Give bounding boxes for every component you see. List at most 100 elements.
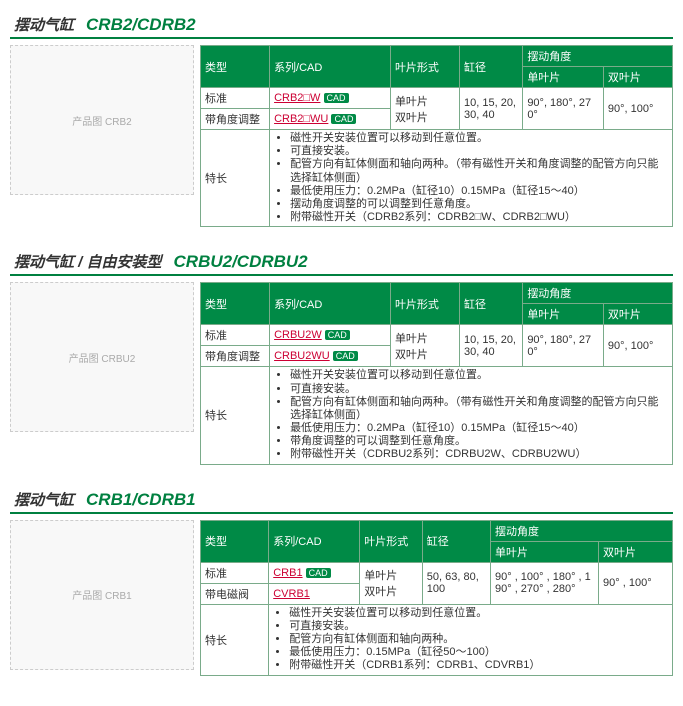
series-link[interactable]: CRBU2W — [274, 329, 322, 341]
column-header: 缸径 — [460, 46, 523, 88]
feature-item: 磁性开关安装位置可以移动到任意位置。 — [290, 369, 668, 382]
type-cell: 标准 — [201, 88, 270, 109]
feature-item: 配管方向有缸体侧面和轴向两种。（带有磁性开关和角度调整的配管方向只能选择缸体侧面… — [290, 396, 668, 422]
series-cell: CRB2□W CAD — [270, 88, 391, 109]
spec-table: 类型系列/CAD叶片形式缸径摆动角度单叶片双叶片标准CRB1 CAD单叶片 双叶… — [200, 520, 673, 676]
single-vane-angle-cell: 90°, 180°, 270° — [523, 88, 604, 130]
column-header: 系列/CAD — [270, 46, 391, 88]
product-section: 摆动气缸 / 自由安装型 CRBU2/CDRBU2 产品图 CRBU2类型系列/CA… — [10, 247, 673, 464]
feature-item: 最低使用压力：0.15MPa（缸径50～100） — [289, 646, 668, 659]
section-model: CRB2/CDRB2 — [86, 15, 196, 34]
series-cell: CRBU2W CAD — [270, 325, 391, 346]
series-link[interactable]: CRB2□WU — [274, 113, 328, 125]
feature-item: 配管方向有缸体侧面和轴向两种。（带有磁性开关和角度调整的配管方向只能选择缸体侧面… — [290, 158, 668, 184]
column-header: 系列/CAD — [269, 520, 360, 562]
type-cell: 带角度调整 — [201, 346, 270, 367]
cad-badge[interactable]: CAD — [333, 351, 358, 361]
column-header: 缸径 — [422, 520, 490, 562]
product-image: 产品图 CRB2 — [10, 45, 194, 195]
section-model: CRB1/CDRB1 — [86, 490, 196, 509]
spec-table: 类型系列/CAD叶片形式缸径摆动角度单叶片双叶片标准CRB2□W CAD单叶片 … — [200, 45, 673, 227]
type-cell: 标准 — [201, 325, 270, 346]
double-vane-angle-cell: 90°, 100° — [603, 325, 672, 367]
feature-item: 可直接安装。 — [290, 145, 668, 158]
product-section: 摆动气缸CRB2/CDRB2产品图 CRB2类型系列/CAD叶片形式缸径摆动角度… — [10, 10, 673, 227]
cad-badge[interactable]: CAD — [331, 114, 356, 124]
series-link[interactable]: CVRB1 — [273, 588, 310, 600]
series-cell: CRB1 CAD — [269, 562, 360, 583]
feature-item: 磁性开关安装位置可以移动到任意位置。 — [289, 607, 668, 620]
cad-badge[interactable]: CAD — [325, 330, 350, 340]
spec-table: 类型系列/CAD叶片形式缸径摆动角度单叶片双叶片标准CRBU2W CAD单叶片 … — [200, 282, 673, 464]
type-cell: 带角度调整 — [201, 109, 270, 130]
column-header: 类型 — [201, 283, 270, 325]
column-header: 摆动角度 — [491, 520, 673, 541]
series-cell: CRB2□WU CAD — [270, 109, 391, 130]
cad-badge[interactable]: CAD — [324, 93, 349, 103]
column-subheader: 双叶片 — [603, 304, 672, 325]
series-cell: CVRB1 — [269, 583, 360, 604]
feature-item: 可直接安装。 — [289, 620, 668, 633]
column-header: 叶片形式 — [390, 46, 459, 88]
column-header: 摆动角度 — [523, 283, 673, 304]
bore-cell: 10, 15, 20, 30, 40 — [460, 325, 523, 367]
section-title: 摆动气缸 CRB2/CDRB2 — [10, 10, 673, 39]
feature-cell: 磁性开关安装位置可以移动到任意位置。可直接安装。配管方向有缸体侧面和轴向两种。最… — [269, 604, 673, 675]
section-title: 摆动气缸 CRB1/CDRB1 — [10, 485, 673, 514]
spec-row: 标准CRB1 CAD单叶片 双叶片50, 63, 80, 10090° , 10… — [201, 562, 673, 583]
feature-item: 附带磁性开关（CDRB1系列：CDRB1、CDVRB1） — [289, 659, 668, 672]
feature-cell: 磁性开关安装位置可以移动到任意位置。可直接安装。配管方向有缸体侧面和轴向两种。（… — [270, 130, 673, 227]
spec-row: 标准CRBU2W CAD单叶片 双叶片10, 15, 20, 30, 4090°… — [201, 325, 673, 346]
section-category: 摆动气缸 — [14, 492, 74, 509]
bore-cell: 10, 15, 20, 30, 40 — [460, 88, 523, 130]
feature-cell: 磁性开关安装位置可以移动到任意位置。可直接安装。配管方向有缸体侧面和轴向两种。（… — [270, 367, 673, 464]
feature-item: 配管方向有缸体侧面和轴向两种。 — [289, 633, 668, 646]
vane-cell: 单叶片 双叶片 — [360, 562, 423, 604]
column-header: 类型 — [201, 520, 269, 562]
section-model: CRBU2/CDRBU2 — [174, 252, 308, 271]
feature-item: 最低使用压力：0.2MPa（缸径10）0.15MPa（缸径15～40） — [290, 185, 668, 198]
section-category: 摆动气缸 / 自由安装型 — [14, 254, 162, 271]
vane-cell: 单叶片 双叶片 — [390, 88, 459, 130]
type-cell: 标准 — [201, 562, 269, 583]
spec-row: 标准CRB2□W CAD单叶片 双叶片10, 15, 20, 30, 4090°… — [201, 88, 673, 109]
double-vane-angle-cell: 90°, 100° — [603, 88, 672, 130]
series-cell: CRBU2WU CAD — [270, 346, 391, 367]
column-subheader: 单叶片 — [523, 67, 604, 88]
product-image: 产品图 CRB1 — [10, 520, 194, 670]
single-vane-angle-cell: 90° , 100° , 180° , 190° , 270° , 280° — [491, 562, 599, 604]
column-header: 缸径 — [460, 283, 523, 325]
column-subheader: 单叶片 — [491, 541, 599, 562]
feature-item: 磁性开关安装位置可以移动到任意位置。 — [290, 132, 668, 145]
double-vane-angle-cell: 90° , 100° — [599, 562, 673, 604]
column-header: 摆动角度 — [523, 46, 673, 67]
product-image: 产品图 CRBU2 — [10, 282, 194, 432]
feature-label-cell: 特长 — [201, 604, 269, 675]
column-subheader: 双叶片 — [603, 67, 672, 88]
column-header: 类型 — [201, 46, 270, 88]
feature-item: 附带磁性开关（CDRBU2系列：CDRBU2W、CDRBU2WU） — [290, 448, 668, 461]
section-category: 摆动气缸 — [14, 17, 74, 34]
bore-cell: 50, 63, 80, 100 — [422, 562, 490, 604]
feature-item: 附带磁性开关（CDRB2系列：CDRB2□W、CDRB2□WU） — [290, 211, 668, 224]
column-subheader: 单叶片 — [523, 304, 604, 325]
column-header: 叶片形式 — [360, 520, 423, 562]
type-cell: 带电磁阀 — [201, 583, 269, 604]
column-header: 叶片形式 — [390, 283, 459, 325]
feature-label-cell: 特长 — [201, 130, 270, 227]
series-link[interactable]: CRBU2WU — [274, 350, 330, 362]
single-vane-angle-cell: 90°, 180°, 270° — [523, 325, 604, 367]
column-header: 系列/CAD — [270, 283, 391, 325]
section-title: 摆动气缸 / 自由安装型 CRBU2/CDRBU2 — [10, 247, 673, 276]
column-subheader: 双叶片 — [599, 541, 673, 562]
feature-item: 最低使用压力：0.2MPa（缸径10）0.15MPa（缸径15～40） — [290, 422, 668, 435]
series-link[interactable]: CRB1 — [273, 567, 302, 579]
feature-label-cell: 特长 — [201, 367, 270, 464]
feature-item: 摆动角度调整的可以调整到任意角度。 — [290, 198, 668, 211]
series-link[interactable]: CRB2□W — [274, 92, 320, 104]
vane-cell: 单叶片 双叶片 — [390, 325, 459, 367]
feature-item: 带角度调整的可以调整到任意角度。 — [290, 435, 668, 448]
cad-badge[interactable]: CAD — [306, 568, 331, 578]
product-section: 摆动气缸 CRB1/CDRB1 产品图 CRB1类型系列/CAD叶片形式缸径摆动角度… — [10, 485, 673, 676]
feature-item: 可直接安装。 — [290, 383, 668, 396]
